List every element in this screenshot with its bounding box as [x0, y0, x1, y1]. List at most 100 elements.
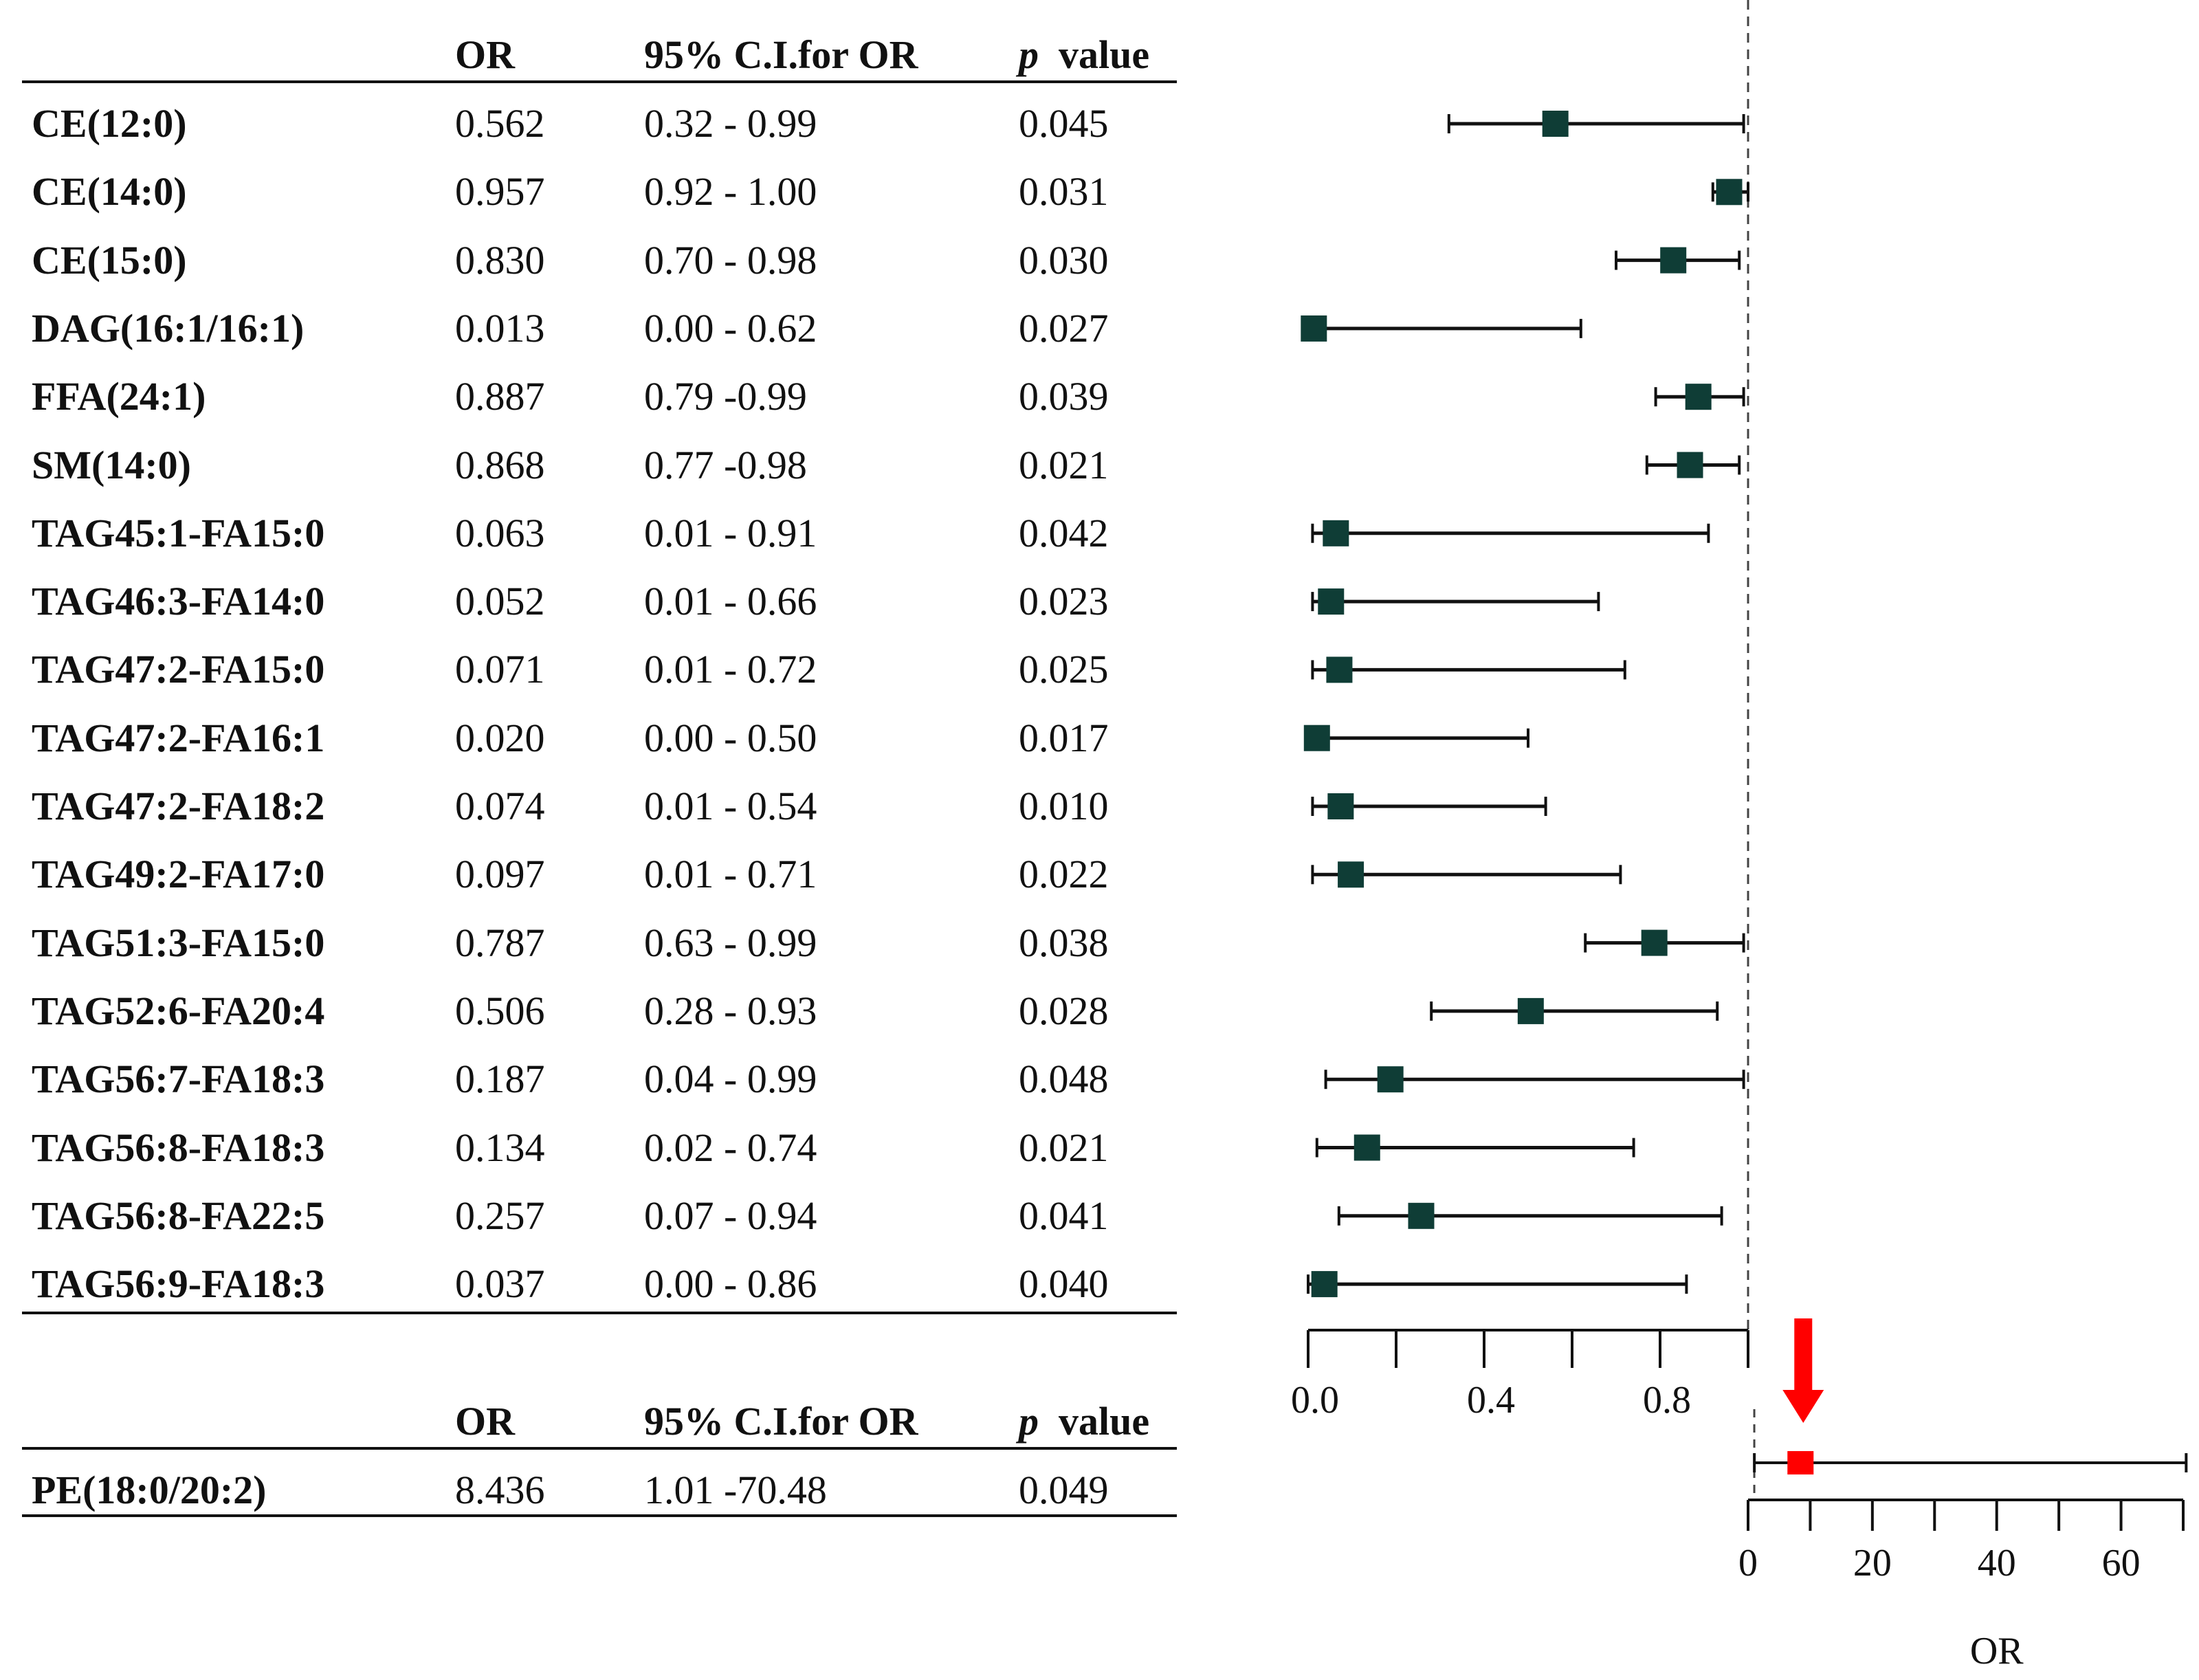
table-top-rule — [22, 80, 1177, 83]
row-p: 0.025 — [1019, 647, 1109, 692]
arrow-head — [1782, 1390, 1824, 1423]
x-axis-label: OR — [1970, 1630, 2024, 1672]
row-or: 0.097 — [455, 852, 545, 897]
or-marker — [1377, 1066, 1404, 1093]
x-tick-label-2: 20 — [1853, 1542, 1892, 1584]
header-p-rest: value — [1059, 32, 1150, 77]
row-or: 0.787 — [455, 920, 545, 965]
row-ci: 0.92 - 1.00 — [644, 169, 817, 214]
row-ci: 0.01 - 0.54 — [644, 784, 817, 828]
row-p: 0.045 — [1019, 101, 1109, 146]
row-ci: 0.00 - 0.50 — [644, 715, 817, 760]
row-name: FFA(24:1) — [32, 374, 206, 419]
row-name: SM(14:0) — [32, 442, 191, 487]
header2-p-italic: p — [1019, 1399, 1039, 1444]
row-or: 0.887 — [455, 374, 545, 419]
header2-p-value: p value — [1019, 1394, 1149, 1449]
row-name: TAG52:6-FA20:4 — [32, 988, 325, 1033]
row-or: 0.063 — [455, 510, 545, 555]
row-ci: 0.77 -0.98 — [644, 442, 807, 487]
row-p: 0.021 — [1019, 1125, 1109, 1170]
or-marker — [1408, 1202, 1435, 1229]
row-name: DAG(16:1/16:1) — [32, 305, 305, 351]
or-marker — [1303, 725, 1330, 751]
or-marker — [1677, 452, 1703, 478]
row-p: 0.010 — [1019, 784, 1109, 828]
row-name: TAG46:3-FA14:0 — [32, 579, 325, 624]
row-or: 0.020 — [455, 715, 545, 760]
row-or: 0.957 — [455, 169, 545, 214]
row-ci: 0.01 - 0.72 — [644, 647, 817, 692]
row-ci: 0.00 - 0.86 — [644, 1261, 817, 1307]
row-p: 0.041 — [1019, 1193, 1109, 1238]
or-marker — [1353, 1134, 1380, 1161]
row-p: 0.039 — [1019, 374, 1109, 419]
row-name: TAG47:2-FA15:0 — [32, 647, 325, 692]
row-or: 0.562 — [455, 101, 545, 146]
row-or: 0.257 — [455, 1193, 545, 1238]
or-marker — [1327, 793, 1354, 819]
row-or: 0.071 — [455, 647, 545, 692]
row-p: 0.022 — [1019, 852, 1109, 897]
or-marker — [1323, 520, 1349, 546]
row-or: 0.013 — [455, 305, 545, 351]
row-or: 0.134 — [455, 1125, 545, 1170]
or-marker — [1660, 247, 1687, 274]
or-marker — [1641, 929, 1668, 956]
row-p: 0.038 — [1019, 920, 1109, 965]
row-name: TAG49:2-FA17:0 — [32, 852, 325, 897]
row-name: TAG56:8-FA22:5 — [32, 1193, 325, 1238]
header-or: OR — [455, 32, 515, 77]
row-ci: 0.01 - 0.91 — [644, 510, 817, 555]
row-p: 0.027 — [1019, 305, 1109, 351]
row-p: 0.040 — [1019, 1261, 1109, 1307]
row-name: TAG56:8-FA18:3 — [32, 1125, 325, 1170]
or-marker — [1318, 588, 1345, 615]
row-name: TAG47:2-FA18:2 — [32, 784, 325, 828]
row-p: 0.017 — [1019, 715, 1109, 760]
x-tick-label-2: 60 — [2102, 1542, 2141, 1584]
or-marker — [1716, 179, 1743, 206]
row-name: TAG47:2-FA16:1 — [32, 715, 325, 760]
row-name: TAG56:9-FA18:3 — [32, 1261, 325, 1307]
row-ci: 0.63 - 0.99 — [644, 920, 817, 965]
row-or: 0.506 — [455, 988, 545, 1033]
row-or: 0.074 — [455, 784, 545, 828]
row-name: TAG45:1-FA15:0 — [32, 510, 325, 555]
row-or: 0.830 — [455, 237, 545, 283]
or-marker — [1301, 315, 1327, 342]
row-p: 0.042 — [1019, 510, 1109, 555]
row-p: 0.048 — [1019, 1057, 1109, 1102]
row-or: 0.187 — [455, 1057, 545, 1102]
x-tick-label-1: 0.4 — [1467, 1379, 1515, 1422]
x-tick-label-1: 0.8 — [1643, 1379, 1691, 1422]
or-marker — [1326, 656, 1353, 683]
arrow-shaft — [1794, 1318, 1813, 1394]
row-p: 0.049 — [1019, 1468, 1109, 1512]
row-p: 0.030 — [1019, 237, 1109, 283]
row-or: 0.868 — [455, 442, 545, 487]
row-ci: 0.32 - 0.99 — [644, 101, 817, 146]
row-p: 0.023 — [1019, 579, 1109, 624]
or-marker — [1517, 997, 1544, 1024]
x-tick-label-2: 40 — [1978, 1542, 2016, 1584]
row-ci: 0.28 - 0.93 — [644, 988, 817, 1033]
or-marker — [1787, 1451, 1814, 1474]
row-p: 0.028 — [1019, 988, 1109, 1033]
row-or: 8.436 — [455, 1468, 545, 1512]
row-or: 0.052 — [455, 579, 545, 624]
row-p: 0.021 — [1019, 442, 1109, 487]
row-ci: 0.01 - 0.71 — [644, 852, 817, 897]
row-ci: 0.01 - 0.66 — [644, 579, 817, 624]
row-ci: 0.00 - 0.62 — [644, 305, 817, 351]
row-ci: 0.70 - 0.98 — [644, 237, 817, 283]
row-ci: 0.07 - 0.94 — [644, 1193, 817, 1238]
table2-bottom-rule — [22, 1514, 1177, 1517]
row-name: PE(18:0/20:2) — [32, 1468, 267, 1512]
row-name: CE(12:0) — [32, 101, 187, 146]
x-tick-label-1: 0.0 — [1291, 1379, 1339, 1422]
row-ci: 0.79 -0.99 — [644, 374, 807, 419]
header-p-italic: p — [1019, 32, 1039, 77]
or-marker — [1542, 111, 1569, 137]
